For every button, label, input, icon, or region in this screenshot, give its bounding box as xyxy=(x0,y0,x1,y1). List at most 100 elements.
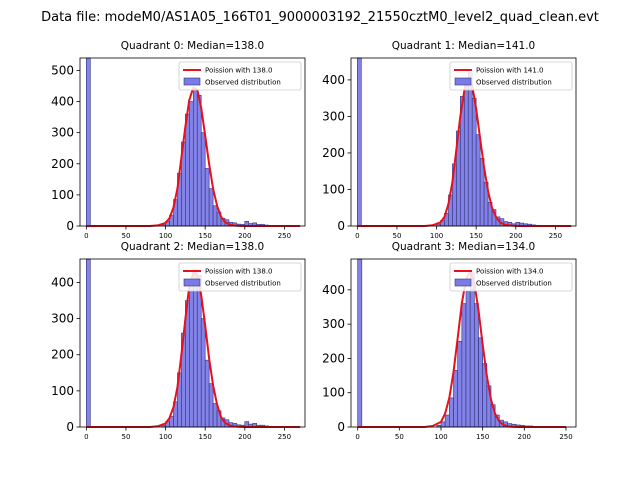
y-tick-label: 0 xyxy=(337,219,345,233)
y-tick-label: 0 xyxy=(66,219,74,233)
legend-label: Poission with 134.0 xyxy=(476,268,544,276)
histogram-bar xyxy=(471,97,477,227)
poisson-curve xyxy=(86,271,301,428)
axes-frame xyxy=(79,57,306,227)
y-tick-label: 400 xyxy=(322,283,345,297)
legend-label: Poission with 138.0 xyxy=(205,67,273,75)
histogram-bar xyxy=(189,282,194,428)
y-tick-label: 500 xyxy=(51,63,74,77)
x-tick-label: 200 xyxy=(518,433,531,441)
y-tick-label: 100 xyxy=(51,188,74,202)
histogram-bar xyxy=(474,303,479,428)
histogram-bar xyxy=(185,113,190,227)
histogram-bar xyxy=(204,168,210,227)
histogram-bar xyxy=(192,269,198,428)
x-tick-label: 150 xyxy=(476,433,489,441)
y-tick-label: 200 xyxy=(322,351,345,365)
y-tick-label: 100 xyxy=(322,182,345,196)
histogram-bar xyxy=(208,383,214,428)
legend-label: Observed distribution xyxy=(205,79,281,87)
x-tick-label: 50 xyxy=(121,433,130,441)
x-tick-label: 250 xyxy=(549,232,562,240)
histogram-bar xyxy=(469,272,475,428)
x-tick-label: 0 xyxy=(84,433,88,441)
legend-label: Observed distribution xyxy=(476,79,552,87)
y-tick-label: 200 xyxy=(51,348,74,362)
x-tick-label: 50 xyxy=(392,232,401,240)
figure-title: Data file: modeM0/AS1A05_166T01_90000031… xyxy=(41,10,599,25)
legend-label: Poission with 141.0 xyxy=(476,67,544,75)
legend-label: Observed distribution xyxy=(205,280,281,288)
histogram-bar xyxy=(86,258,91,428)
legend-bar-swatch xyxy=(183,278,201,287)
histogram-bar xyxy=(465,291,471,428)
y-tick-label: 300 xyxy=(51,126,74,140)
histogram-bar xyxy=(453,370,458,428)
x-tick-label: 0 xyxy=(355,232,359,240)
x-tick-label: 150 xyxy=(469,232,482,240)
x-tick-label: 200 xyxy=(509,232,522,240)
histogram-bar xyxy=(467,72,473,227)
histogram-bar xyxy=(204,359,210,428)
histogram-bar xyxy=(192,88,198,227)
histogram-bar xyxy=(196,95,202,227)
panel-title: Quadrant 3: Median=134.0 xyxy=(392,241,535,253)
y-tick-label: 0 xyxy=(66,420,74,434)
x-tick-label: 50 xyxy=(395,433,404,441)
x-tick-label: 200 xyxy=(238,232,251,240)
histogram-bar xyxy=(189,101,194,227)
y-tick-label: 400 xyxy=(51,95,74,109)
histogram-bar xyxy=(357,57,362,227)
y-tick-label: 200 xyxy=(51,157,74,171)
legend-box xyxy=(178,262,302,292)
chart-panel-1: Quadrant 1: Median=141.0 0 50 100 150 200 250 0… xyxy=(322,40,577,240)
histogram-bar xyxy=(212,205,218,227)
x-tick-label: 250 xyxy=(559,433,572,441)
x-tick-label: 250 xyxy=(278,433,291,441)
poisson-curve xyxy=(357,270,566,428)
x-tick-label: 250 xyxy=(278,232,291,240)
histogram-bar xyxy=(461,303,467,428)
x-tick-label: 0 xyxy=(355,433,359,441)
histogram-bar xyxy=(86,57,91,227)
panel-title: Quadrant 0: Median=138.0 xyxy=(121,40,264,52)
histogram-bar xyxy=(200,318,206,428)
y-tick-label: 100 xyxy=(51,384,74,398)
x-tick-label: 200 xyxy=(238,433,251,441)
y-tick-label: 200 xyxy=(322,146,345,160)
chart-panel-3: Quadrant 3: Median=134.0 0 50 100 150 200 250 0… xyxy=(322,241,577,441)
histogram-bar xyxy=(212,403,218,428)
axes-frame xyxy=(350,258,577,428)
y-tick-label: 300 xyxy=(51,312,74,326)
histogram-bar xyxy=(475,134,481,227)
x-tick-label: 50 xyxy=(121,232,130,240)
x-tick-label: 100 xyxy=(434,433,447,441)
histogram-bar xyxy=(463,79,469,227)
y-tick-label: 300 xyxy=(322,317,345,331)
panel-title: Quadrant 2: Median=138.0 xyxy=(121,241,264,253)
x-tick-label: 100 xyxy=(159,232,172,240)
y-tick-label: 400 xyxy=(51,275,74,289)
legend-box xyxy=(178,61,302,91)
x-tick-label: 150 xyxy=(198,232,211,240)
chart-panel-0: Quadrant 0: Median=138.0 0 50 100 150 200 250 0… xyxy=(51,40,306,240)
axes-frame xyxy=(79,258,306,428)
histogram-bar xyxy=(208,188,214,227)
x-tick-label: 100 xyxy=(159,433,172,441)
histogram-bar xyxy=(200,132,206,227)
legend-bar-swatch xyxy=(454,278,472,287)
y-tick-label: 400 xyxy=(322,73,345,87)
axes-frame xyxy=(350,57,577,227)
histogram-bar xyxy=(457,340,463,428)
y-tick-label: 100 xyxy=(322,386,345,400)
y-tick-label: 300 xyxy=(322,109,345,123)
histogram-bar xyxy=(444,414,450,428)
legend-bar-swatch xyxy=(183,77,201,86)
poisson-curve xyxy=(86,86,301,227)
x-tick-label: 150 xyxy=(198,433,211,441)
legend-box xyxy=(449,262,573,292)
x-tick-label: 100 xyxy=(430,232,443,240)
legend-box xyxy=(449,61,573,91)
histogram-bar xyxy=(357,258,363,428)
